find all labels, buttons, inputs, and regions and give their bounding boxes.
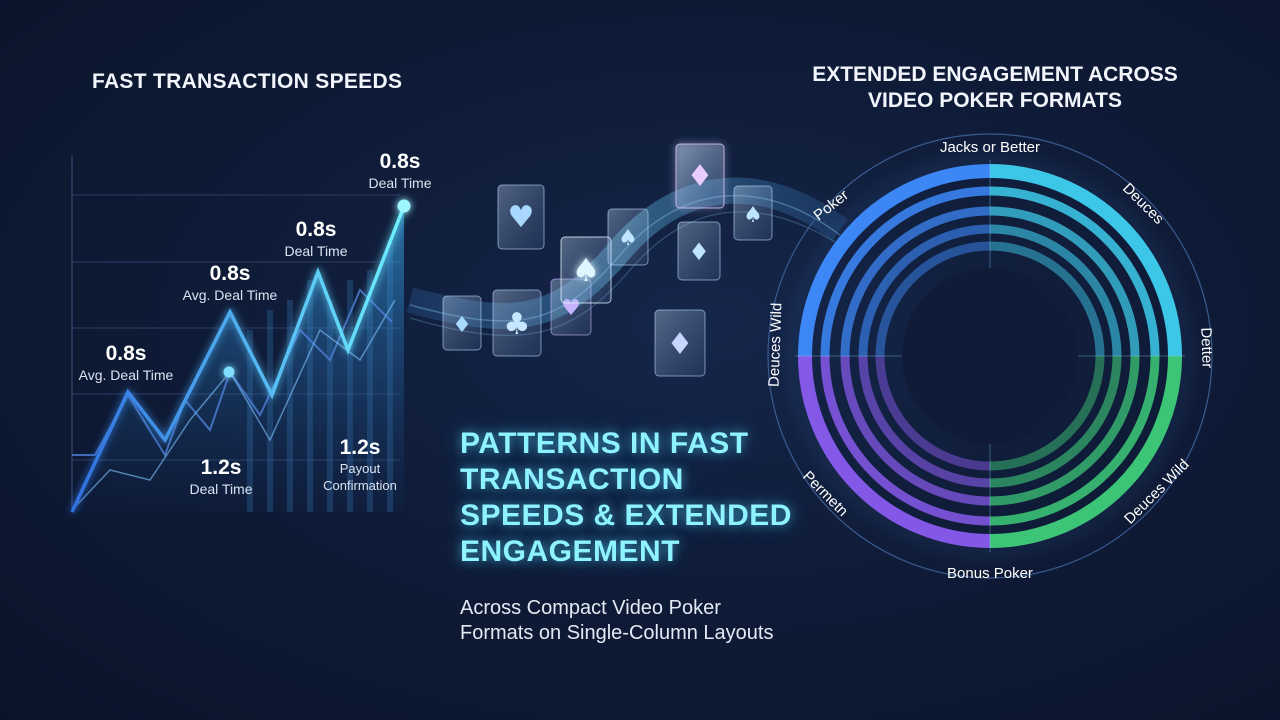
card-heart-icon: ♥ xyxy=(497,184,545,250)
annotation-avg-deal-time-mid: 0.8s Avg. Deal Time xyxy=(170,262,290,304)
card-diamond-icon: ♦ xyxy=(442,295,482,351)
svg-text:♠: ♠ xyxy=(572,251,601,289)
card-diamond-top-icon: ♦ xyxy=(675,143,725,209)
annotation-text: Deal Time xyxy=(284,243,348,259)
chart-series-main xyxy=(70,205,406,513)
ring-segment-3-1 xyxy=(820,186,991,357)
ring-segment-2-0 xyxy=(798,355,991,548)
ring-segment-3-3 xyxy=(858,224,991,357)
headline: PATTERNS IN FAST TRANSACTION SPEEDS & EX… xyxy=(460,426,820,570)
ring-segment-0-0 xyxy=(989,164,1182,357)
card-spade-glow-icon: ♠ xyxy=(560,236,612,304)
subheadline-line-2: Formats on Single-Column Layouts xyxy=(460,622,774,644)
headline-line-3: SPEEDS & EXTENDED xyxy=(460,499,792,532)
annotation-text: Deal Time xyxy=(368,175,432,191)
card-diamond-mid-icon: ♦ xyxy=(677,221,721,281)
ring-segment-1-3 xyxy=(989,355,1122,488)
annotation-value: 0.8s xyxy=(379,150,421,173)
ring-segment-2-4 xyxy=(875,355,991,471)
ring-segment-0-3 xyxy=(989,224,1122,357)
headline-line-2: TRANSACTION xyxy=(460,463,684,496)
svg-text:♠: ♠ xyxy=(618,226,638,251)
subheadline-line-1: Across Compact Video Poker xyxy=(460,597,721,619)
svg-text:♦: ♦ xyxy=(452,313,472,338)
card-diamond-low-icon: ♦ xyxy=(654,309,706,377)
svg-text:♦: ♦ xyxy=(667,327,694,362)
annotation-text: Deal Time xyxy=(189,481,253,497)
ring-segment-2-2 xyxy=(840,355,991,506)
ring-label-detter: Detter xyxy=(1197,327,1215,368)
ring-segment-1-4 xyxy=(989,355,1105,471)
ring-segment-1-2 xyxy=(989,355,1140,506)
annotation-value: 0.8s xyxy=(295,218,337,241)
ring-label-bonus-poker: Bonus Poker xyxy=(947,565,1033,582)
card-spade-right-icon: ♠ xyxy=(733,185,773,241)
ring-chart xyxy=(767,133,1213,579)
svg-text:♥: ♥ xyxy=(508,200,535,235)
annotation-value: 1.2s xyxy=(200,456,242,479)
ring-segment-1-0 xyxy=(989,355,1182,548)
annotation-text: Avg. Deal Time xyxy=(78,367,174,383)
headline-line-1: PATTERNS IN FAST xyxy=(460,427,749,460)
right-title-line-2: VIDEO POKER FORMATS xyxy=(868,89,1122,112)
ring-segment-2-3 xyxy=(858,355,991,488)
annotation-value: 1.2s xyxy=(339,436,381,459)
left-chart-title: FAST TRANSACTION SPEEDS xyxy=(92,70,403,93)
annotation-value: 0.8s xyxy=(105,342,147,365)
ring-label-deuces: Deuces xyxy=(1119,180,1167,228)
headline-line-4: ENGAGEMENT xyxy=(460,535,681,568)
annotation-deal-time-low: 1.2s Deal Time xyxy=(175,456,267,498)
ring-segment-0-1 xyxy=(989,186,1160,357)
card-club-icon: ♣ xyxy=(492,289,542,357)
ring-segment-3-4 xyxy=(875,241,991,357)
ring-segments xyxy=(798,164,1182,548)
ring-segment-3-0 xyxy=(798,164,991,357)
svg-text:♠: ♠ xyxy=(743,203,763,228)
ring-segment-2-1 xyxy=(820,355,991,526)
ring-segment-0-4 xyxy=(989,241,1105,357)
svg-text:♣: ♣ xyxy=(504,307,531,342)
ring-segment-3-2 xyxy=(840,206,991,357)
annotation-deal-time-upper: 0.8s Deal Time xyxy=(266,218,366,260)
svg-text:♦: ♦ xyxy=(688,238,710,266)
annotation-payout-confirmation: 1.2s Payout Confirmation xyxy=(310,436,410,494)
svg-text:♦: ♦ xyxy=(687,159,714,194)
ring-segment-0-2 xyxy=(989,206,1140,357)
annotation-deal-time-top: 0.8s Deal Time xyxy=(352,150,448,192)
right-chart-title: EXTENDED ENGAGEMENT ACROSS VIDEO POKER F… xyxy=(790,62,1200,114)
subheadline: Across Compact Video Poker Formats on Si… xyxy=(460,596,860,646)
chart-point-peak xyxy=(397,199,411,213)
right-title-line-1: EXTENDED ENGAGEMENT ACROSS xyxy=(812,63,1178,86)
annotation-text: Avg. Deal Time xyxy=(182,287,278,303)
annotation-avg-deal-time-left: 0.8s Avg. Deal Time xyxy=(66,342,186,384)
ring-segment-1-1 xyxy=(989,355,1160,526)
ring-label-deuces-wild-left: Deuces Wild xyxy=(766,302,786,387)
playing-cards: ♥ ♦ ♣ ♥ ♠ ♠ ♦ ♦ xyxy=(442,143,773,377)
card-spade-icon: ♠ xyxy=(607,208,649,266)
annotation-value: 0.8s xyxy=(209,262,251,285)
annotation-text: Payout Confirmation xyxy=(323,461,397,493)
ring-label-jacks-or-better: Jacks or Better xyxy=(940,139,1040,156)
chart-point-mid xyxy=(223,366,235,378)
